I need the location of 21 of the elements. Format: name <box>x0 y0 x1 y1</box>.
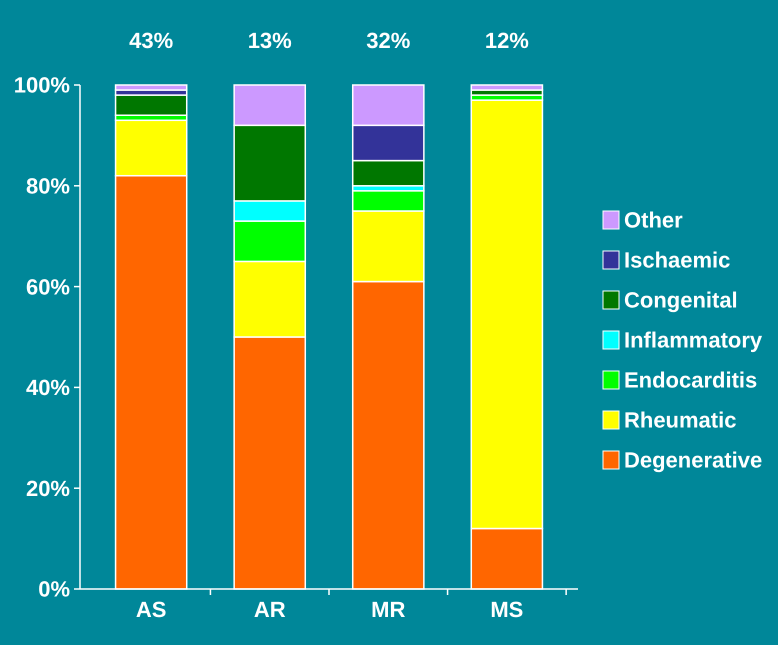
text: 12% <box>484 28 529 53</box>
legend-label: Endocarditis <box>624 368 758 393</box>
y-tick-label: 0% <box>38 576 70 602</box>
y-tick-label: 80% <box>26 174 70 198</box>
y-tick-label: 60% <box>26 274 70 300</box>
x-tick-label: MR <box>371 597 406 622</box>
text: 43% <box>129 28 174 53</box>
x-tick-label: MS <box>490 597 524 622</box>
y-tick-label: 100% <box>14 72 70 98</box>
x-tick-label: AS <box>136 597 166 622</box>
text: 32% <box>366 28 410 53</box>
text: 13% <box>248 28 292 53</box>
y-tick-label: 20% <box>26 476 70 501</box>
x-tick-label: AR <box>254 597 286 622</box>
legend-label: Other <box>624 208 684 233</box>
legend-label: Congenital <box>624 288 738 313</box>
y-tick-label: 40% <box>26 375 70 400</box>
legend-label: Rheumatic <box>624 408 736 433</box>
legend-label: Inflammatory <box>624 328 763 353</box>
legend-label: Degenerative <box>624 448 762 473</box>
legend-label: Ischaemic <box>624 248 730 273</box>
